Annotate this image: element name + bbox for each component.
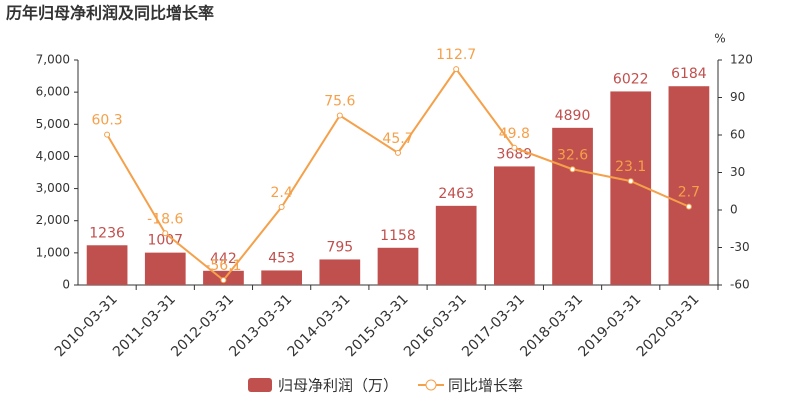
legend-label: 归母净利润（万） (278, 377, 398, 395)
bar-value-label: 1007 (147, 233, 183, 249)
y-tick-label: 7,000 (36, 53, 70, 67)
bar-value-label: 2463 (438, 186, 474, 202)
legend-item: 同比增长率 (418, 377, 523, 395)
y2-tick-label: 30 (730, 165, 745, 179)
y2-tick-label: 60 (730, 128, 745, 142)
bar-value-label: 453 (268, 250, 295, 266)
bar (86, 245, 128, 285)
legend-marker (425, 379, 437, 391)
line-value-label: -18.6 (147, 211, 183, 227)
y-tick-label: 0 (62, 278, 70, 292)
line-value-label: 2.7 (678, 185, 700, 201)
y2-tick-label: -30 (730, 240, 750, 254)
line-point (395, 149, 401, 156)
y2-unit: % (714, 32, 725, 46)
bar-value-label: 442 (210, 251, 237, 267)
bar (435, 205, 477, 285)
bar-value-label: 795 (326, 239, 353, 255)
line-point (162, 230, 169, 237)
y2-tick-label: -60 (730, 278, 750, 292)
bar (610, 91, 652, 285)
x-tick-label: 2020-03-31 (634, 291, 703, 360)
line-point (453, 66, 460, 73)
line-value-label: 60.3 (92, 113, 123, 129)
line-point (220, 277, 227, 284)
line-value-label: 75.6 (324, 94, 355, 110)
line-point (336, 112, 343, 119)
bar-value-label: 6184 (671, 66, 707, 82)
line-point (104, 131, 111, 138)
bar-value-label: 1158 (380, 228, 416, 244)
line-point (685, 203, 692, 210)
line-point (278, 204, 285, 210)
bar (319, 259, 361, 285)
legend-item: 归母净利润（万） (248, 377, 398, 395)
line-value-label: 49.8 (499, 126, 530, 142)
chart-title: 历年归母净利润及同比增长率 (6, 4, 214, 23)
line-value-label: 112.7 (436, 47, 476, 63)
legend-swatch (248, 378, 272, 392)
line-point (511, 144, 518, 151)
line-value-label: -56.1 (205, 258, 241, 274)
y-tick-label: 3,000 (36, 181, 70, 195)
y2-tick-label: 90 (730, 90, 745, 104)
line-value-label: 23.1 (615, 159, 646, 175)
bar-value-label: 1236 (89, 225, 125, 241)
y-tick-label: 4,000 (36, 149, 70, 163)
bar-value-label: 6022 (613, 71, 649, 87)
bar (144, 252, 186, 285)
y-tick-label: 2,000 (36, 213, 70, 227)
line-value-label: 45.7 (382, 131, 413, 147)
y2-tick-label: 0 (730, 203, 738, 217)
y-tick-label: 6,000 (36, 85, 70, 99)
bar (552, 127, 593, 285)
bar-value-label: 4890 (555, 108, 591, 124)
y-tick-label: 1,000 (36, 245, 70, 259)
bar (377, 247, 419, 285)
line-point (569, 166, 576, 173)
line-value-label: 2.4 (271, 185, 293, 201)
line-value-label: 32.6 (557, 147, 588, 163)
bar (261, 270, 302, 285)
bar (668, 86, 710, 285)
y-tick-label: 5,000 (36, 117, 70, 131)
bar (494, 166, 535, 285)
line-point (627, 178, 634, 185)
legend-label: 同比增长率 (448, 377, 523, 395)
y2-tick-label: 120 (730, 53, 753, 67)
